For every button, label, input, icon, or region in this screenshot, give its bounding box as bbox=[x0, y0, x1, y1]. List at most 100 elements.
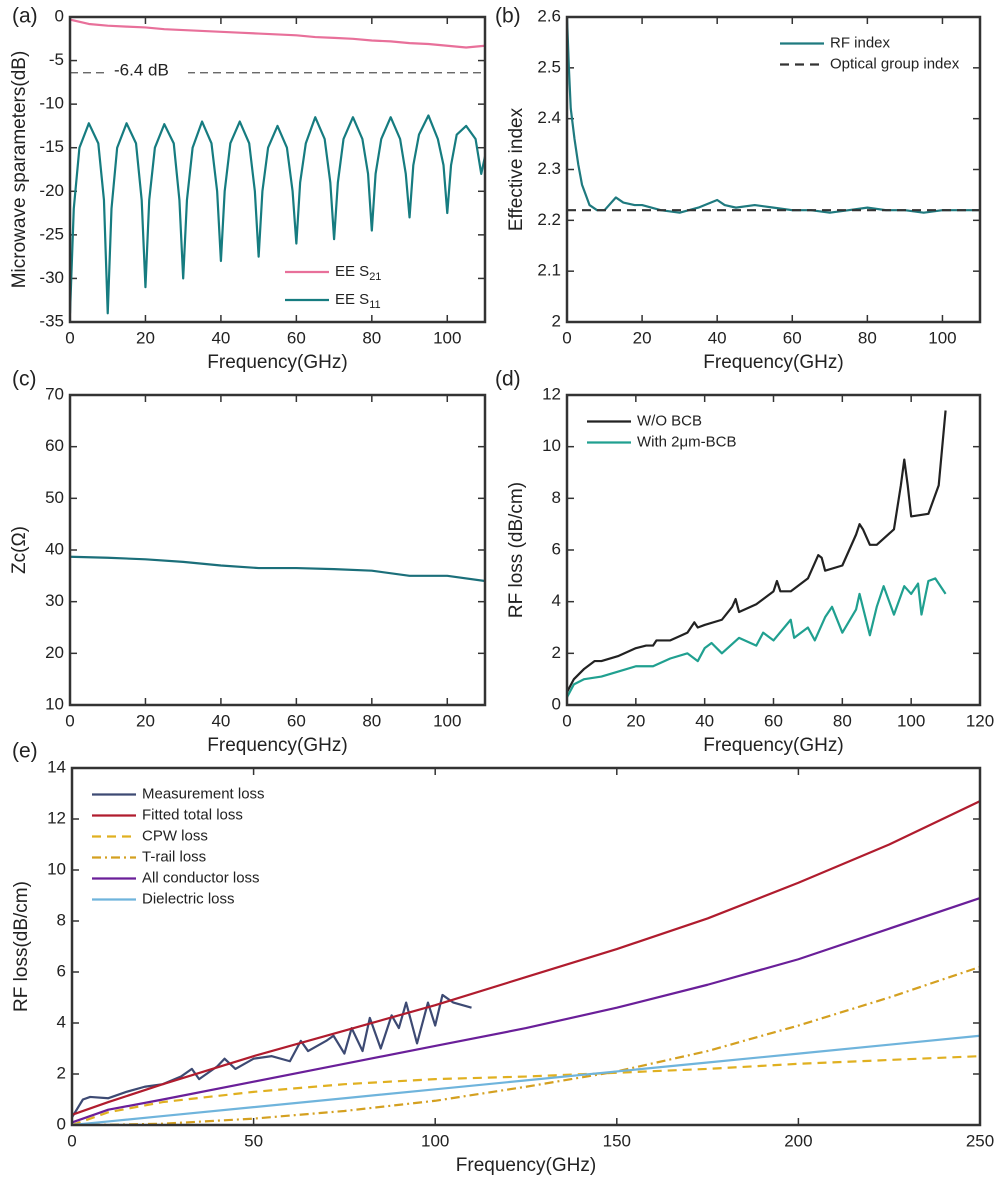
data-line bbox=[70, 18, 485, 49]
y-axis-label: Effective index bbox=[506, 107, 527, 231]
legend-label: Dielectric loss bbox=[142, 890, 235, 907]
axes-frame bbox=[70, 766, 982, 1127]
y-tick-label: 4 bbox=[57, 1012, 66, 1031]
panel-label: (c) bbox=[12, 368, 37, 391]
plot-area bbox=[567, 410, 947, 698]
x-tick-label: 20 bbox=[633, 328, 652, 347]
y-tick-label: 0 bbox=[57, 1114, 66, 1133]
data-line bbox=[72, 800, 980, 1116]
y-tick-label: -10 bbox=[39, 94, 64, 113]
y-tick-label: 8 bbox=[57, 910, 66, 929]
x-axis-label: Frequency(GHz) bbox=[207, 735, 347, 756]
y-tick-label: 0 bbox=[55, 6, 64, 25]
axes-frame bbox=[68, 393, 487, 707]
x-tick-label: 50 bbox=[244, 1131, 263, 1150]
y-tick-label: -20 bbox=[39, 181, 64, 200]
y-tick-label: 6 bbox=[552, 539, 561, 558]
x-tick-label: 0 bbox=[67, 1131, 76, 1150]
legend-label: EE S11 bbox=[335, 291, 381, 311]
x-tick-label: 100 bbox=[433, 328, 461, 347]
data-line bbox=[72, 1055, 980, 1125]
y-tick-label: 10 bbox=[542, 436, 561, 455]
axes-frame bbox=[565, 393, 982, 707]
y-axis-label: RF loss (dB/cm) bbox=[506, 482, 527, 618]
data-line bbox=[72, 993, 472, 1118]
x-tick-label: 60 bbox=[287, 328, 306, 347]
plot-area bbox=[70, 555, 485, 583]
x-tick-label: 80 bbox=[833, 711, 852, 730]
x-tick-label: 0 bbox=[65, 711, 74, 730]
y-tick-label: 2.1 bbox=[537, 261, 561, 280]
axes-frame bbox=[68, 15, 487, 324]
y-tick-label: 12 bbox=[542, 384, 561, 403]
panel-label: (e) bbox=[12, 740, 38, 763]
legend-label: EE S21 bbox=[335, 263, 381, 283]
legend-label: Measurement loss bbox=[142, 785, 265, 802]
x-tick-label: 120 bbox=[966, 711, 994, 730]
x-tick-label: 100 bbox=[897, 711, 925, 730]
data-line bbox=[72, 897, 980, 1124]
x-axis-label: Frequency(GHz) bbox=[456, 1155, 596, 1176]
y-tick-label: 2 bbox=[552, 311, 561, 330]
panel-label: (d) bbox=[495, 368, 521, 391]
y-tick-label: 50 bbox=[45, 488, 64, 507]
x-tick-label: 200 bbox=[784, 1131, 812, 1150]
y-tick-label: -25 bbox=[39, 224, 64, 243]
x-tick-label: 60 bbox=[764, 711, 783, 730]
x-tick-label: 20 bbox=[136, 328, 155, 347]
data-line bbox=[567, 17, 980, 214]
y-tick-label: 2.4 bbox=[537, 108, 561, 127]
annotation: -6.4 dB bbox=[114, 60, 169, 79]
y-tick-label: 14 bbox=[47, 757, 66, 776]
x-tick-label: 100 bbox=[433, 711, 461, 730]
plot-area bbox=[70, 18, 485, 315]
legend-label: CPW loss bbox=[142, 827, 208, 844]
legend-label: T-rail loss bbox=[142, 848, 206, 865]
y-tick-label: -15 bbox=[39, 137, 64, 156]
x-tick-label: 20 bbox=[136, 711, 155, 730]
axes-frame bbox=[565, 15, 982, 324]
x-tick-label: 80 bbox=[362, 328, 381, 347]
y-tick-label: 60 bbox=[45, 436, 64, 455]
y-tick-label: 20 bbox=[45, 643, 64, 662]
data-line bbox=[70, 114, 485, 315]
legend-label: W/O BCB bbox=[637, 412, 702, 429]
x-tick-label: 250 bbox=[966, 1131, 994, 1150]
y-tick-label: 40 bbox=[45, 539, 64, 558]
y-tick-label: 70 bbox=[45, 384, 64, 403]
plot-area bbox=[72, 800, 980, 1125]
y-tick-label: 10 bbox=[45, 694, 64, 713]
data-line bbox=[70, 555, 485, 583]
plot-area bbox=[567, 17, 980, 214]
data-line bbox=[72, 965, 980, 1125]
y-tick-label: 2.6 bbox=[537, 6, 561, 25]
annotation-bg bbox=[108, 61, 188, 82]
y-tick-label: 30 bbox=[45, 591, 64, 610]
y-tick-label: -5 bbox=[49, 50, 64, 69]
x-tick-label: 40 bbox=[708, 328, 727, 347]
x-axis-label: Frequency(GHz) bbox=[207, 352, 347, 373]
y-tick-label: 2 bbox=[57, 1063, 66, 1082]
x-tick-label: 60 bbox=[783, 328, 802, 347]
y-tick-label: 8 bbox=[552, 488, 561, 507]
y-tick-label: 4 bbox=[552, 591, 561, 610]
legend-label: RF index bbox=[830, 34, 891, 51]
x-axis-label: Frequency(GHz) bbox=[703, 352, 843, 373]
y-tick-label: 2.3 bbox=[537, 159, 561, 178]
y-tick-label: 10 bbox=[47, 859, 66, 878]
legend-label: All conductor loss bbox=[142, 869, 260, 886]
panel-label: (a) bbox=[12, 5, 38, 28]
data-line bbox=[72, 1034, 980, 1125]
legend-label: Optical group index bbox=[830, 55, 960, 72]
x-tick-label: 80 bbox=[858, 328, 877, 347]
y-tick-label: 2.5 bbox=[537, 57, 561, 76]
panel-label: (b) bbox=[495, 5, 521, 28]
y-tick-label: 0 bbox=[552, 694, 561, 713]
y-tick-label: 2.2 bbox=[537, 210, 561, 229]
x-tick-label: 100 bbox=[421, 1131, 449, 1150]
x-tick-label: 20 bbox=[626, 711, 645, 730]
x-tick-label: 150 bbox=[603, 1131, 631, 1150]
data-line bbox=[567, 577, 947, 698]
x-tick-label: 0 bbox=[562, 711, 571, 730]
